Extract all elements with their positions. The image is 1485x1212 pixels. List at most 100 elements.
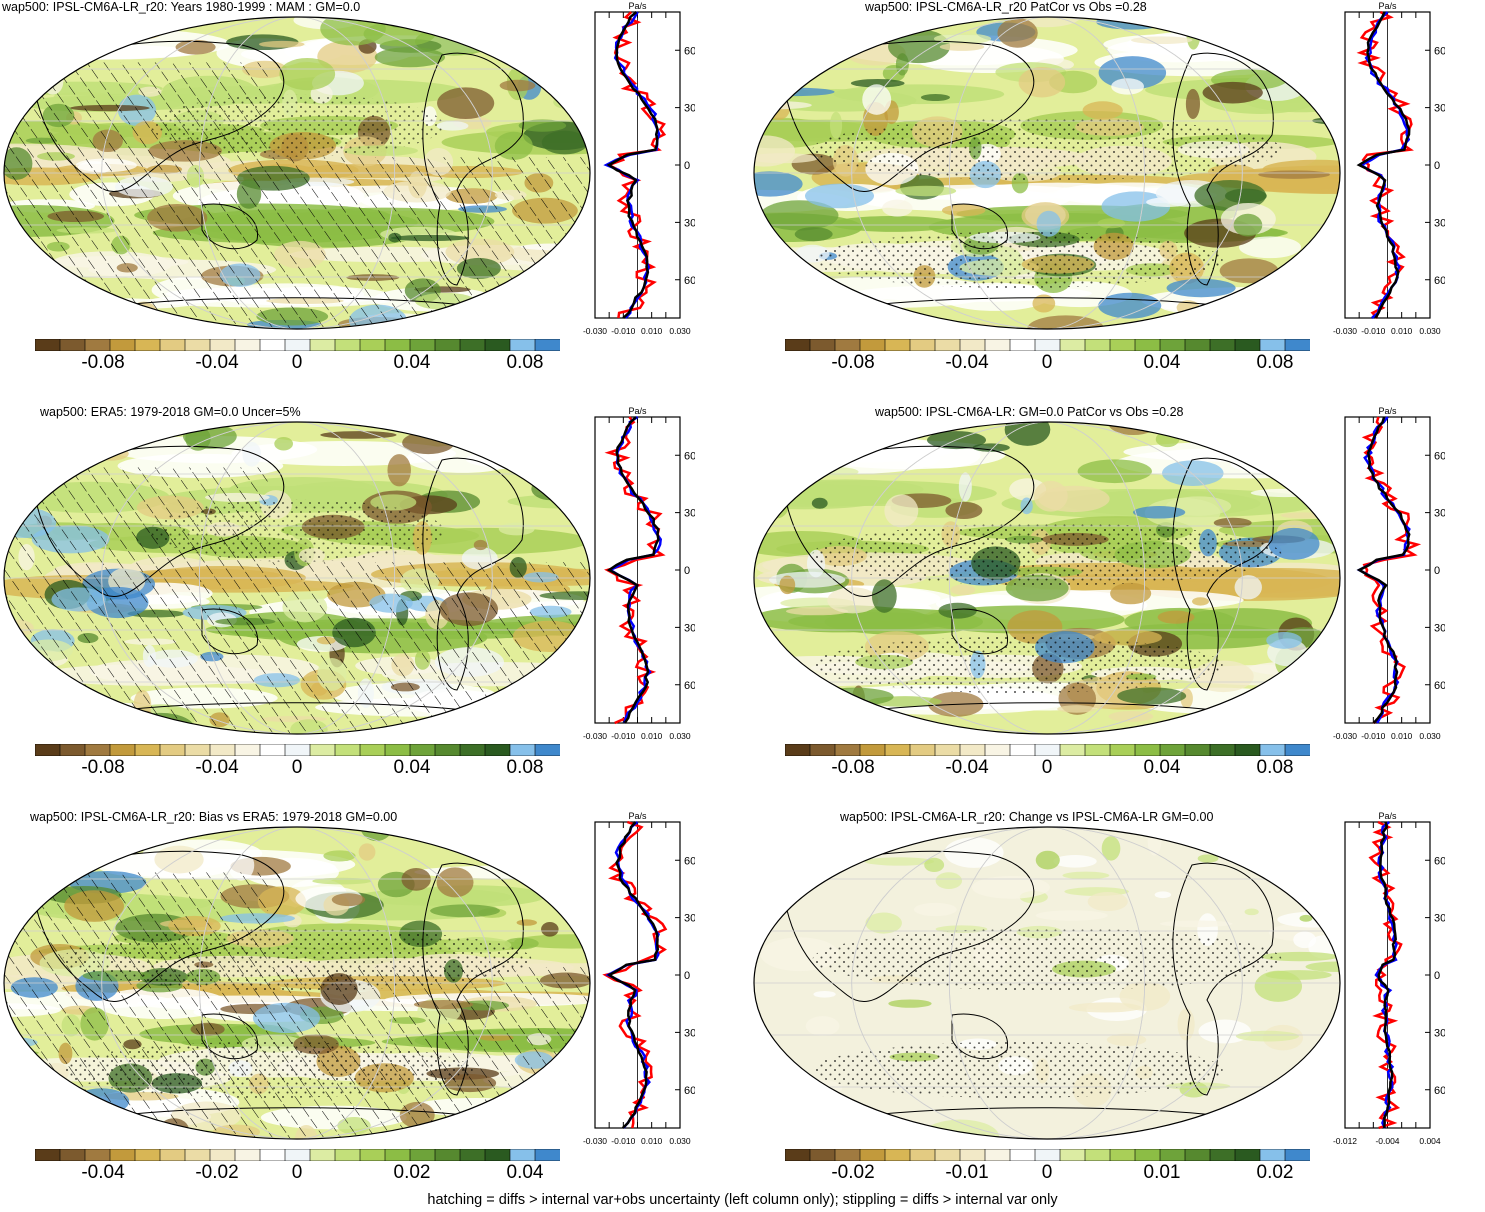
profile-lat-tick: 0 bbox=[684, 970, 690, 982]
figure-panel: wap500: IPSL-CM6A-LR_r20 PatCor vs Obs =… bbox=[750, 0, 1485, 395]
colorbar-swatch bbox=[1259, 338, 1286, 352]
colorbar-swatch bbox=[84, 1148, 111, 1162]
colorbar-swatch bbox=[334, 338, 361, 352]
profile-lat-tick: 30N bbox=[1434, 103, 1445, 115]
colorbar-swatch bbox=[1034, 743, 1061, 757]
reference-profile-line bbox=[1356, 416, 1411, 724]
profile-lat-tick: 60S bbox=[1434, 275, 1445, 287]
global-map bbox=[752, 15, 1342, 336]
profile-lat-tick: 60N bbox=[684, 450, 695, 462]
figure-panel: wap500: IPSL-CM6A-LR: GM=0.0 PatCor vs O… bbox=[750, 405, 1485, 800]
colorbar-swatch bbox=[284, 338, 311, 352]
profile-lat-tick: 30S bbox=[1434, 1027, 1445, 1039]
global-map bbox=[2, 15, 592, 336]
colorbar-swatch bbox=[1084, 743, 1111, 757]
colorbar-swatch bbox=[384, 338, 411, 352]
colorbar-swatch bbox=[84, 338, 111, 352]
colorbar-tick-label: -0.04 bbox=[945, 352, 989, 373]
colorbar-swatch bbox=[459, 1148, 486, 1162]
colorbar-swatch bbox=[459, 338, 486, 352]
profile-x-tick: -0.010 bbox=[1361, 326, 1385, 336]
colorbar-swatch bbox=[184, 1148, 211, 1162]
colorbar-tick-label: 0 bbox=[1041, 1162, 1053, 1183]
profile-x-tick: -0.030 bbox=[583, 731, 607, 741]
colorbar-swatch bbox=[259, 743, 286, 757]
panel-title: wap500: IPSL-CM6A-LR: GM=0.0 PatCor vs O… bbox=[875, 405, 1184, 419]
profile-x-tick: -0.010 bbox=[1361, 731, 1385, 741]
profile-unit-label: Pa/s bbox=[628, 1, 647, 11]
colorbar-swatch bbox=[1009, 338, 1036, 352]
model-profile-line bbox=[1356, 10, 1414, 319]
profile-lat-tick: 0 bbox=[1434, 160, 1440, 172]
reference-profile-line bbox=[606, 11, 659, 319]
colorbar-swatch bbox=[434, 1148, 461, 1162]
profile-lat-tick: 60N bbox=[1434, 45, 1445, 57]
colorbar-swatch bbox=[34, 743, 61, 757]
colorbar-tick-label: 0.08 bbox=[1256, 352, 1294, 373]
colorbar-swatch bbox=[34, 1148, 61, 1162]
zonal-profile-plot: Pa/s 60N 30N 0 30S 60S -0.030 -0.010 0.010 0.030 bbox=[583, 811, 704, 1146]
profile-lat-tick: 30S bbox=[684, 1027, 695, 1039]
colorbar-swatch bbox=[434, 338, 461, 352]
colorbar-tick-label: 0.04 bbox=[393, 757, 431, 778]
colorbar-swatch bbox=[184, 338, 211, 352]
colorbar-tick-label: 0.02 bbox=[1256, 1162, 1294, 1183]
colorbar-swatch bbox=[884, 1148, 911, 1162]
colorbar-tick-label: -0.08 bbox=[831, 757, 875, 778]
colorbar-swatch bbox=[259, 1148, 286, 1162]
colorbar-swatch bbox=[484, 1148, 511, 1162]
colorbar bbox=[784, 1148, 1311, 1162]
profile-lat-tick: 60S bbox=[684, 680, 695, 692]
colorbar-swatch bbox=[1134, 338, 1161, 352]
panel-title: wap500: IPSL-CM6A-LR_r20 PatCor vs Obs =… bbox=[865, 0, 1147, 14]
colorbar-swatch bbox=[909, 338, 936, 352]
figure-panel: wap500: ERA5: 1979-2018 GM=0.0 Uncer=5% P… bbox=[0, 405, 735, 800]
colorbar-swatch bbox=[784, 338, 811, 352]
profile-unit-label: Pa/s bbox=[1378, 811, 1397, 821]
colorbar-swatch bbox=[1109, 743, 1136, 757]
profile-unit-label: Pa/s bbox=[628, 406, 647, 416]
figure-panel: wap500: IPSL-CM6A-LR_r20: Years 1980-199… bbox=[0, 0, 735, 395]
profile-lat-tick: 0 bbox=[684, 565, 690, 577]
colorbar-swatch bbox=[409, 338, 436, 352]
colorbar-swatch bbox=[1284, 1148, 1311, 1162]
colorbar-tick-label: 0.02 bbox=[393, 1162, 431, 1183]
colorbar-tick-label: -0.01 bbox=[945, 1162, 989, 1183]
reference-profile-line bbox=[606, 821, 660, 1129]
colorbar-swatch bbox=[1209, 338, 1236, 352]
colorbar-swatch bbox=[1234, 743, 1261, 757]
reference-profile-line bbox=[1377, 821, 1397, 1129]
profile-x-tick: 0.030 bbox=[669, 326, 691, 336]
colorbar-tick-label: -0.08 bbox=[81, 352, 125, 373]
profile-x-tick: -0.030 bbox=[1333, 326, 1357, 336]
panel-title: wap500: IPSL-CM6A-LR_r20: Bias vs ERA5: … bbox=[30, 810, 398, 824]
colorbar-swatch bbox=[484, 743, 511, 757]
colorbar-tick-label: 0.08 bbox=[506, 757, 544, 778]
colorbar-tick-label: 0 bbox=[291, 757, 303, 778]
panel-title: wap500: ERA5: 1979-2018 GM=0.0 Uncer=5% bbox=[40, 405, 301, 419]
profile-x-tick: 0.010 bbox=[641, 1136, 663, 1146]
colorbar-swatch bbox=[1059, 743, 1086, 757]
colorbar bbox=[784, 338, 1311, 352]
colorbar-swatch bbox=[384, 1148, 411, 1162]
colorbar-swatch bbox=[1084, 338, 1111, 352]
profile-lat-tick: 60N bbox=[1434, 855, 1445, 867]
colorbar-swatch bbox=[384, 743, 411, 757]
colorbar-swatch bbox=[309, 338, 336, 352]
colorbar-swatch bbox=[534, 338, 561, 352]
profile-unit-label: Pa/s bbox=[1378, 406, 1397, 416]
colorbar-swatch bbox=[134, 743, 161, 757]
profile-lat-tick: 30S bbox=[684, 622, 695, 634]
colorbar-swatch bbox=[509, 338, 536, 352]
colorbar-tick-label: -0.02 bbox=[831, 1162, 875, 1183]
colorbar-swatch bbox=[859, 743, 886, 757]
colorbar-swatch bbox=[859, 1148, 886, 1162]
colorbar-swatch bbox=[159, 338, 186, 352]
colorbar-swatch bbox=[284, 743, 311, 757]
colorbar-swatch bbox=[1134, 1148, 1161, 1162]
colorbar-swatch bbox=[309, 743, 336, 757]
colorbar-swatch bbox=[109, 1148, 136, 1162]
colorbar-swatch bbox=[1134, 743, 1161, 757]
colorbar-swatch bbox=[1034, 338, 1061, 352]
profile-lat-tick: 30N bbox=[1434, 508, 1445, 520]
